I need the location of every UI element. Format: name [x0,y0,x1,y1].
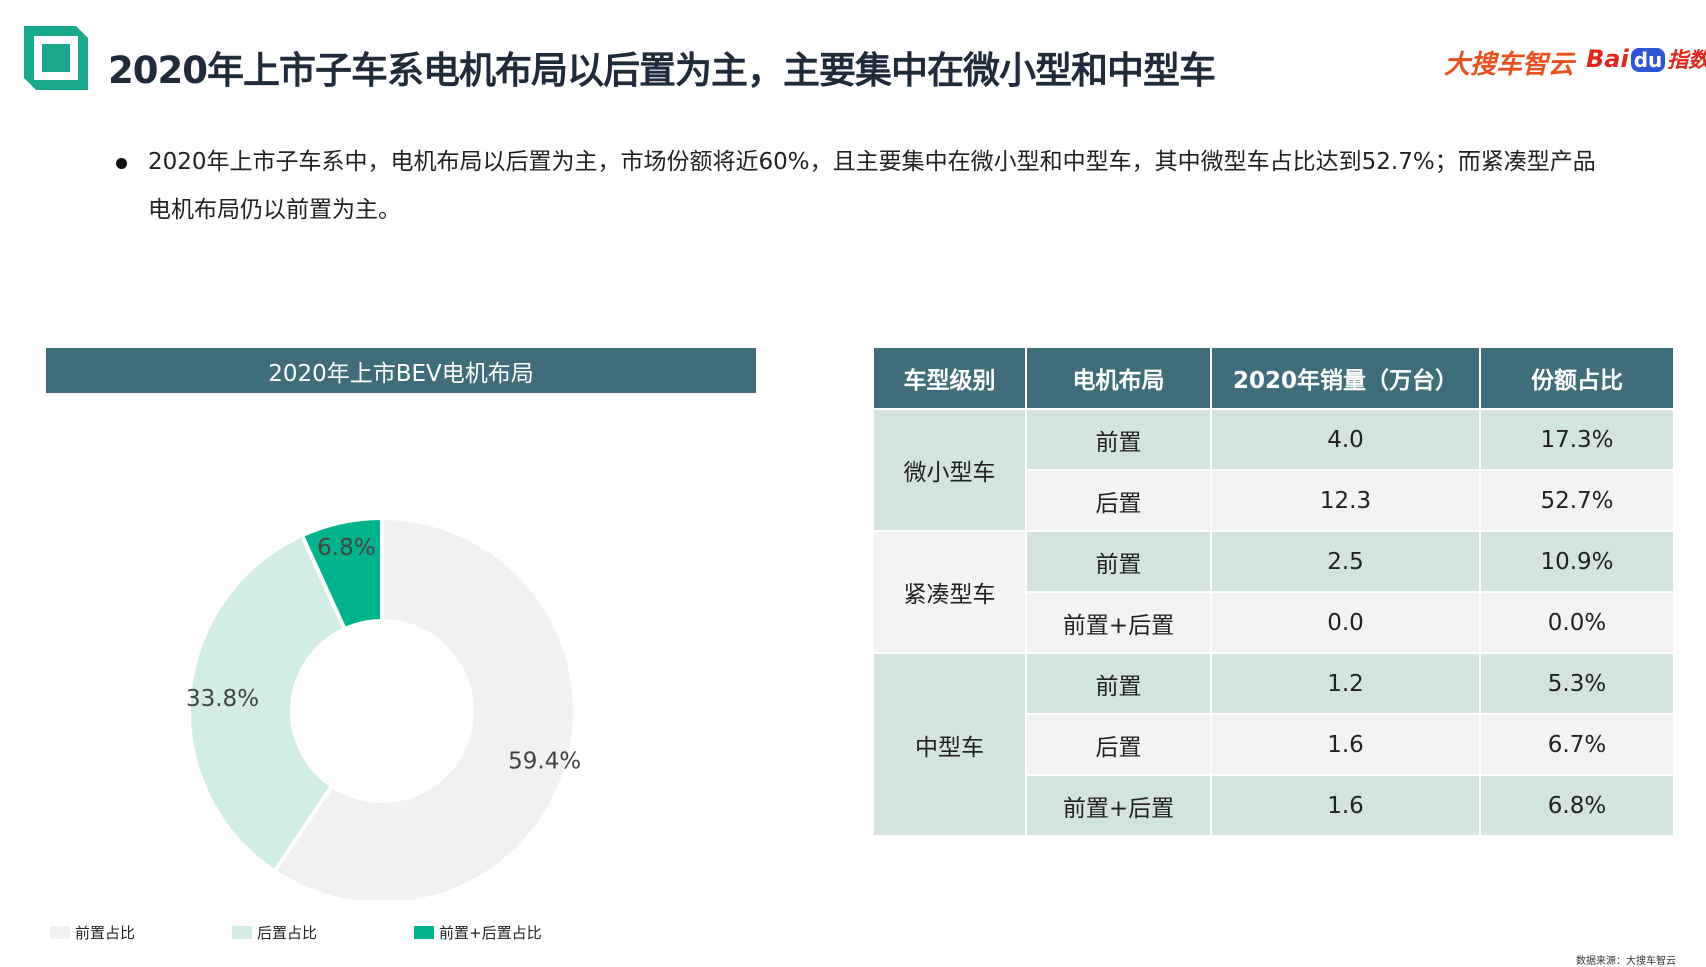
share-cell: 52.7% [1481,471,1673,530]
share-cell: 6.8% [1481,776,1673,835]
page-title: 2020年上市子车系电机布局以后置为主，主要集中在微小型和中型车 [108,49,1216,92]
layout-cell: 前置 [1027,654,1210,713]
layout-cell: 后置 [1027,471,1210,530]
layout-cell: 前置+后置 [1027,593,1210,652]
table-row: 微小型车 前置 4.0 17.3% [874,410,1673,530]
table-row: 后置 12.3 52.7% [874,471,1673,530]
sales-cell: 0.0 [1212,593,1479,652]
category-cell: 微小型车 [874,410,1025,530]
donut-slice-rear [187,532,348,875]
layout-cell: 前置 [1027,532,1210,591]
legend-swatch-icon [414,926,434,939]
legend-label: 前置占比 [75,924,136,942]
share-cell: 5.3% [1481,654,1673,713]
table-row: 后置 1.6 6.7% [874,715,1673,774]
layout-cell: 前置+后置 [1027,776,1210,835]
sales-table: 车型级别 电机布局 2020年销量（万台） 份额占比 微小型车 前置 4.0 1… [872,346,1675,837]
legend-label: 前置+后置占比 [439,924,542,942]
share-cell: 17.3% [1481,410,1673,469]
chart-title: 2020年上市BEV电机布局 [46,348,756,393]
table-header-row: 车型级别 电机布局 2020年销量（万台） 份额占比 [874,348,1673,408]
brand-logo-baidu-index: Bai du 指数 [1586,44,1706,84]
header-vehicle-class: 车型级别 [874,348,1025,408]
sales-cell: 12.3 [1212,471,1479,530]
category-cell: 中型车 [874,654,1025,835]
legend-item: 前置+后置占比 [414,922,542,943]
category-cell: 紧凑型车 [874,532,1025,652]
legend-item: 后置占比 [232,922,317,943]
legend-swatch-icon [232,926,252,939]
brand-logo-dasouche: 大搜车智云 [1444,50,1575,80]
donut-slice-front-rear [299,515,384,632]
layout-cell: 前置 [1027,410,1210,469]
share-cell: 0.0% [1481,593,1673,652]
table-row: 前置+后置 0.0 0.0% [874,593,1673,652]
bullet-dot-icon [116,158,127,169]
baidu-logo-index: 指数 [1667,48,1706,72]
header-motor-layout: 电机布局 [1027,348,1210,408]
donut-label-slice-front-rear: 6.8% [317,535,375,561]
sales-cell: 1.6 [1212,715,1479,774]
table-row: 紧凑型车 前置 2.5 10.9% [874,532,1673,652]
donut-label-slice-rear: 33.8% [186,686,259,712]
donut-slice-front [271,515,577,900]
baidu-logo-bai: Bai [1586,45,1629,73]
baidu-paw-icon: du [1630,48,1666,72]
share-cell: 10.9% [1481,532,1673,591]
sales-cell: 2.5 [1212,532,1479,591]
share-cell: 6.7% [1481,715,1673,774]
donut-chart: 59.4% 33.8% 6.8% [186,515,581,900]
donut-label-slice-front: 59.4% [508,748,581,774]
header-share: 份额占比 [1481,348,1673,408]
layout-cell: 后置 [1027,715,1210,774]
table-row: 中型车 前置 1.2 5.3% [874,654,1673,835]
legend-swatch-icon [50,926,70,939]
legend-item: 前置占比 [50,922,135,943]
summary-bullet: 2020年上市子车系中，电机布局以后置为主，市场份额将近60%，且主要集中在微小… [116,138,1596,234]
sales-cell: 1.2 [1212,654,1479,713]
legend-label: 后置占比 [257,924,318,942]
header-sales: 2020年销量（万台） [1212,348,1479,408]
sales-cell: 1.6 [1212,776,1479,835]
logo-icon [24,26,88,90]
table-row: 前置+后置 1.6 6.8% [874,776,1673,835]
sales-cell: 4.0 [1212,410,1479,469]
summary-text: 2020年上市子车系中，电机布局以后置为主，市场份额将近60%，且主要集中在微小… [148,149,1596,223]
